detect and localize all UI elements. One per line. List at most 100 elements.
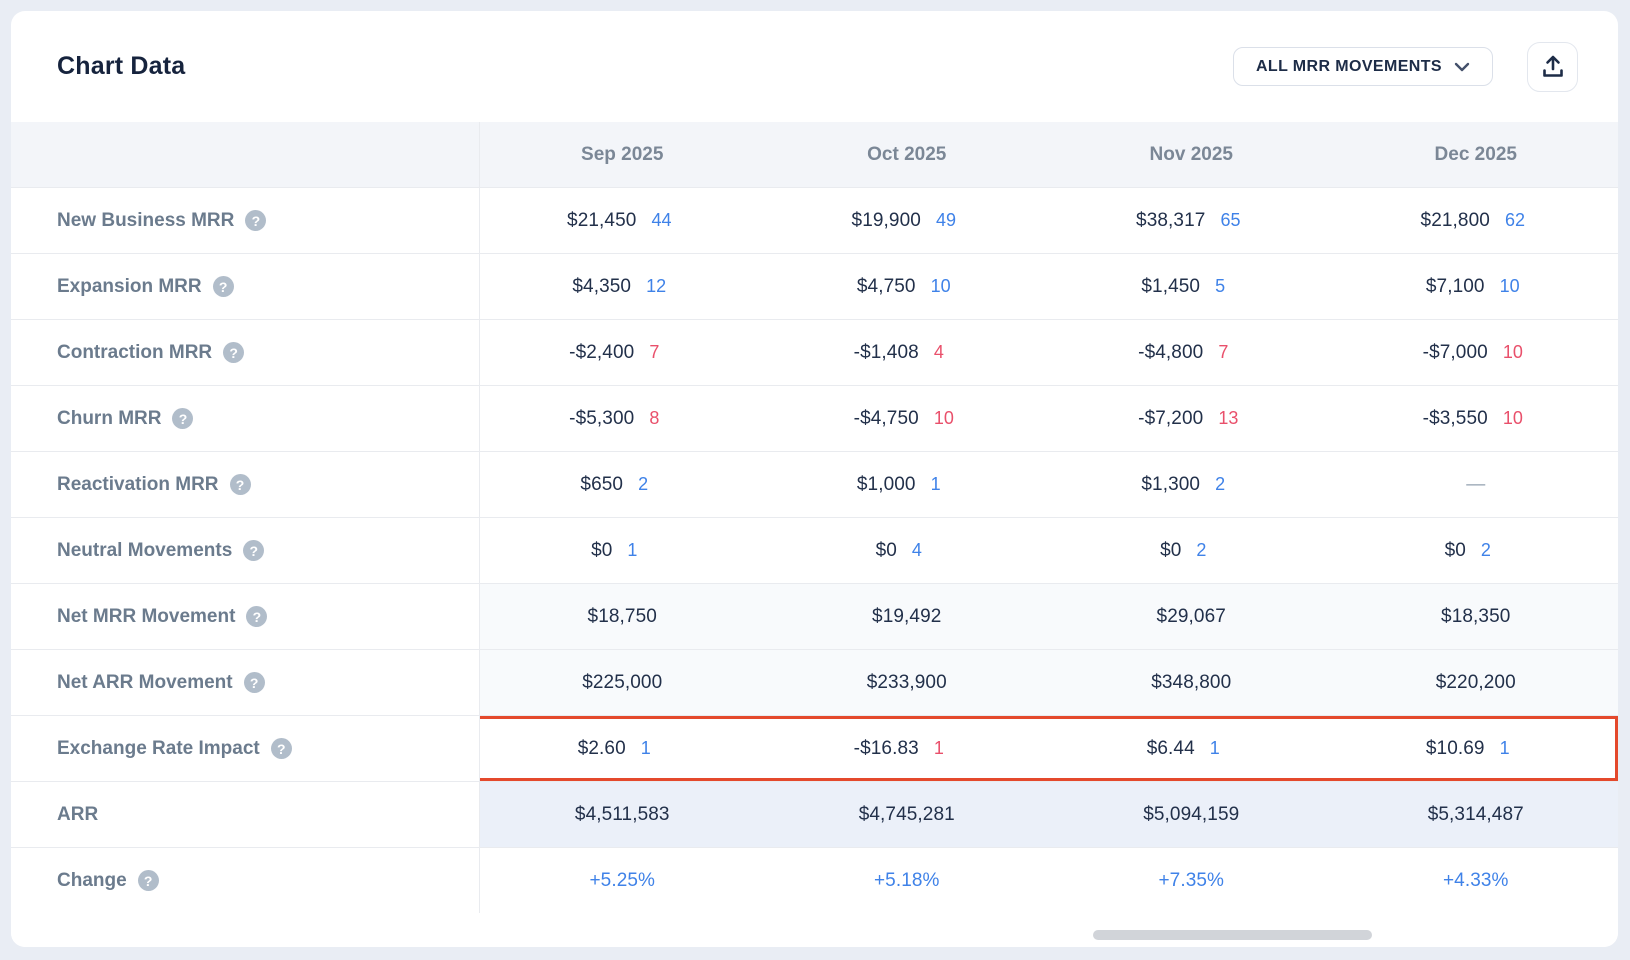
value-text: $2.60 <box>577 737 626 759</box>
value-text: +4.33% <box>1442 869 1509 891</box>
row-label-cell: Net MRR Movement? <box>11 584 480 649</box>
value-cell: $348,800 <box>1049 650 1334 715</box>
movement-count: 1 <box>1499 737 1510 758</box>
table-row-expansion-mrr: Expansion MRR? $4,350 12 $4,750 10 $1,450 5 $7,… <box>11 253 1618 319</box>
table-row-contraction-mrr: Contraction MRR? -$2,400 7 -$1,408 4 -$4,800 7… <box>11 319 1618 385</box>
value-cell: $10.69 1 <box>1334 716 1619 781</box>
row-label-cell: Net ARR Movement? <box>11 650 480 715</box>
table-row-new-business-mrr: New Business MRR? $21,450 44 $19,900 49 $38,3… <box>11 187 1618 253</box>
table-row-change: Change? +5.25% +5.18% +7.35% +4.33% <box>11 847 1618 913</box>
value-group: $2.60 1 <box>578 738 667 760</box>
movement-count: 13 <box>1218 407 1239 428</box>
movement-count: 1 <box>930 473 941 494</box>
value-group: +4.33% <box>1443 870 1509 892</box>
column-header-label: Dec 2025 <box>1434 143 1517 165</box>
value-cell: -$3,550 10 <box>1334 386 1619 451</box>
column-header-label: Nov 2025 <box>1149 143 1233 165</box>
movement-count: 10 <box>1502 341 1523 362</box>
table-header-corner <box>11 122 480 187</box>
value-text: $4,511,583 <box>574 803 670 825</box>
help-icon[interactable]: ? <box>243 540 265 561</box>
value-text: $19,900 <box>851 209 921 231</box>
row-label-cell: Contraction MRR? <box>11 320 480 385</box>
help-icon[interactable]: ? <box>270 738 292 759</box>
value-cell: $0 1 <box>480 518 765 583</box>
movement-count: 1 <box>933 737 944 758</box>
value-cell: $1,300 2 <box>1049 452 1334 517</box>
value-text: -$5,300 <box>569 407 635 429</box>
column-header-label: Sep 2025 <box>581 143 664 165</box>
mrr-movements-dropdown[interactable]: ALL MRR MOVEMENTS <box>1232 47 1493 86</box>
help-icon[interactable]: ? <box>229 474 251 495</box>
value-cell: $19,900 49 <box>765 188 1050 253</box>
movement-count: 65 <box>1220 209 1241 230</box>
value-group: -$2,400 7 <box>569 342 675 364</box>
value-group: $233,900 <box>867 672 947 694</box>
value-cell: $1,450 5 <box>1049 254 1334 319</box>
value-text: -$16.83 <box>853 737 919 759</box>
value-group: $1,000 1 <box>857 474 957 496</box>
value-text: $225,000 <box>582 671 663 693</box>
card-header: Chart Data ALL MRR MOVEMENTS <box>11 11 1618 122</box>
value-text: $1,000 <box>856 473 916 495</box>
value-text: $10.69 <box>1425 737 1485 759</box>
value-text: -$3,550 <box>1422 407 1488 429</box>
value-cell: $6.44 1 <box>1049 716 1334 781</box>
help-icon[interactable]: ? <box>137 870 159 891</box>
horizontal-scrollbar-thumb[interactable] <box>1093 930 1372 940</box>
value-text: $5,314,487 <box>1427 803 1524 825</box>
movement-count: 44 <box>651 209 672 230</box>
table-row-net-arr-movement: Net ARR Movement? $225,000 $233,900 $348,80… <box>11 649 1618 715</box>
help-icon[interactable]: ? <box>246 606 268 627</box>
value-text: +5.25% <box>589 869 656 891</box>
value-group: $7,100 10 <box>1426 276 1526 298</box>
table-row-net-mrr-movement: Net MRR Movement? $18,750 $19,492 $29,067 $1… <box>11 583 1618 649</box>
help-icon[interactable]: ? <box>223 342 245 363</box>
help-icon[interactable]: ? <box>245 210 267 231</box>
value-text: $1,450 <box>1141 275 1201 297</box>
value-text: $4,750 <box>856 275 916 297</box>
help-icon[interactable]: ? <box>212 276 234 297</box>
value-cell: +7.35% <box>1049 848 1334 913</box>
value-cell: +5.18% <box>765 848 1050 913</box>
row-label: Exchange Rate Impact <box>57 737 260 759</box>
movement-count: 8 <box>649 407 660 428</box>
header-controls: ALL MRR MOVEMENTS <box>1232 41 1578 92</box>
value-cell: $5,094,159 <box>1049 782 1334 847</box>
mrr-movements-dropdown-label: ALL MRR MOVEMENTS <box>1255 57 1442 75</box>
value-text: $21,800 <box>1420 209 1490 231</box>
value-cell: $21,450 44 <box>480 188 765 253</box>
value-text: $4,350 <box>572 275 632 297</box>
value-group: $4,350 12 <box>572 276 672 298</box>
value-group: $4,511,583 <box>575 804 670 826</box>
help-icon[interactable]: ? <box>172 408 194 429</box>
movement-count: 4 <box>911 539 922 560</box>
value-text: $0 <box>591 539 613 561</box>
value-cell: $233,900 <box>764 650 1049 715</box>
column-header-dec-2025: Dec 2025 <box>1334 122 1619 187</box>
value-cell: $0 2 <box>1334 518 1619 583</box>
value-group: -$4,800 7 <box>1138 342 1244 364</box>
value-text: $0 <box>1444 539 1466 561</box>
value-text: -$2,400 <box>569 341 635 363</box>
row-label-cell: ARR <box>11 782 480 847</box>
row-label-cell: Reactivation MRR? <box>11 452 480 517</box>
value-group: $220,200 <box>1436 672 1516 694</box>
row-label-cell: Exchange Rate Impact? <box>11 716 480 781</box>
column-header-nov-2025: Nov 2025 <box>1049 122 1334 187</box>
value-text: -$1,408 <box>853 341 919 363</box>
help-icon[interactable]: ? <box>243 672 265 693</box>
row-label: Contraction MRR <box>57 341 213 363</box>
row-label-cell: Neutral Movements? <box>11 518 480 583</box>
value-cell: -$7,000 10 <box>1334 320 1619 385</box>
value-cell: $0 4 <box>765 518 1050 583</box>
row-label: Reactivation MRR <box>57 473 219 495</box>
value-empty-dash: — <box>1466 473 1486 495</box>
movement-count: 10 <box>930 275 951 296</box>
value-group: $19,900 49 <box>852 210 962 232</box>
value-group: $0 2 <box>1160 540 1222 562</box>
value-cell: $19,492 <box>764 584 1049 649</box>
export-button[interactable] <box>1527 41 1578 92</box>
chevron-down-icon <box>1454 62 1470 71</box>
value-cell: $29,067 <box>1049 584 1334 649</box>
